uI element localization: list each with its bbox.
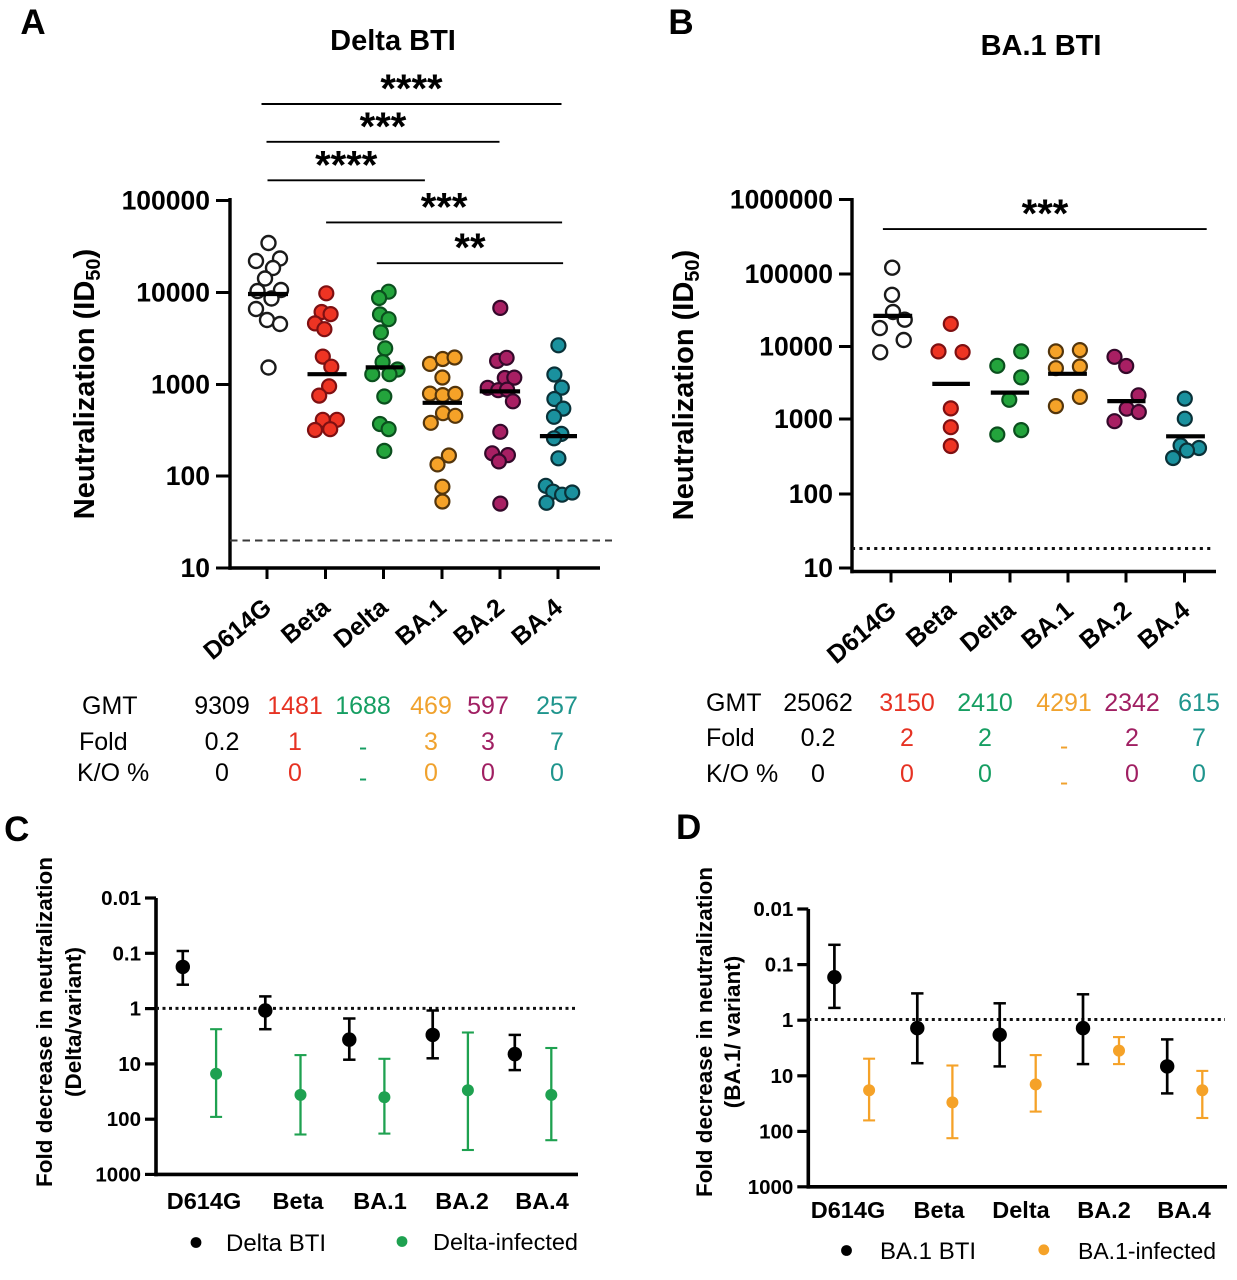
svg-text:****: **** — [315, 143, 378, 187]
svg-text:(BA.1/ variant): (BA.1/ variant) — [720, 956, 745, 1109]
svg-text:BA.4: BA.4 — [515, 1188, 569, 1214]
svg-text:***: *** — [360, 105, 407, 149]
svg-text:Delta BTI: Delta BTI — [226, 1230, 326, 1257]
svg-text:100: 100 — [166, 461, 210, 491]
svg-text:C: C — [4, 810, 29, 849]
svg-text:0: 0 — [1125, 760, 1139, 788]
svg-text:0.01: 0.01 — [753, 898, 793, 921]
svg-text:1: 1 — [288, 728, 302, 756]
svg-text:0.1: 0.1 — [765, 954, 794, 977]
svg-text:-: - — [359, 764, 367, 792]
svg-text:Delta: Delta — [992, 1197, 1050, 1223]
svg-text:1688: 1688 — [335, 692, 391, 720]
svg-text:1000: 1000 — [774, 404, 833, 434]
svg-text:10: 10 — [118, 1053, 141, 1076]
svg-text:10: 10 — [181, 553, 210, 583]
svg-text:K/O %: K/O % — [706, 760, 778, 788]
svg-text:10000: 10000 — [136, 278, 210, 308]
svg-text:Fold decrease in neutralizatio: Fold decrease in neutralization — [32, 857, 57, 1187]
svg-text:0: 0 — [811, 760, 825, 788]
svg-text:7: 7 — [1192, 724, 1206, 752]
svg-text:3150: 3150 — [879, 689, 935, 717]
svg-text:100000: 100000 — [745, 259, 833, 289]
svg-text:Fold: Fold — [79, 728, 128, 756]
svg-text:3: 3 — [424, 728, 438, 756]
svg-text:1000: 1000 — [95, 1163, 141, 1186]
svg-text:2342: 2342 — [1104, 689, 1160, 717]
svg-text:469: 469 — [410, 692, 452, 720]
svg-text:2: 2 — [1125, 724, 1139, 752]
svg-text:BA.1 BTI: BA.1 BTI — [981, 30, 1102, 62]
svg-text:***: *** — [1022, 192, 1069, 236]
svg-text:1000: 1000 — [151, 370, 210, 400]
svg-text:D614G: D614G — [811, 1197, 885, 1223]
svg-text:0: 0 — [288, 759, 302, 787]
svg-text:2410: 2410 — [957, 689, 1013, 717]
svg-text:10000: 10000 — [759, 332, 833, 362]
svg-text:100000: 100000 — [122, 186, 210, 216]
svg-text:1000: 1000 — [748, 1176, 794, 1199]
svg-text:Fold decrease in neutralizatio: Fold decrease in neutralization — [692, 867, 717, 1197]
svg-text:0: 0 — [900, 760, 914, 788]
svg-text:BA.4: BA.4 — [1157, 1197, 1211, 1223]
svg-text:100: 100 — [107, 1108, 141, 1131]
svg-text:0: 0 — [1192, 760, 1206, 788]
svg-text:BA.1: BA.1 — [353, 1188, 407, 1214]
svg-text:A: A — [20, 3, 45, 42]
svg-text:9309: 9309 — [194, 692, 250, 720]
svg-text:Fold: Fold — [706, 724, 755, 752]
svg-text:D: D — [676, 808, 701, 847]
svg-text:Neutralization (ID50): Neutralization (ID50) — [668, 250, 704, 520]
svg-text:****: **** — [380, 67, 443, 111]
svg-text:0: 0 — [215, 759, 229, 787]
svg-text:BA.1-infected: BA.1-infected — [1078, 1238, 1216, 1264]
svg-text:0.1: 0.1 — [113, 942, 142, 965]
svg-text:0: 0 — [550, 759, 564, 787]
svg-text:1: 1 — [130, 998, 141, 1021]
svg-text:0.2: 0.2 — [801, 724, 836, 752]
svg-text:1: 1 — [782, 1009, 793, 1032]
svg-text:1000000: 1000000 — [730, 185, 833, 215]
svg-text:0.01: 0.01 — [101, 887, 141, 910]
svg-text:25062: 25062 — [783, 689, 853, 717]
svg-text:3: 3 — [481, 728, 495, 756]
svg-text:B: B — [668, 3, 693, 42]
svg-text:2: 2 — [900, 724, 914, 752]
svg-text:D614G: D614G — [167, 1188, 241, 1214]
svg-text:7: 7 — [550, 728, 564, 756]
svg-text:BA.2: BA.2 — [1077, 1197, 1131, 1223]
svg-text:0: 0 — [978, 760, 992, 788]
svg-text:597: 597 — [467, 692, 509, 720]
svg-text:2: 2 — [978, 724, 992, 752]
svg-text:0: 0 — [481, 759, 495, 787]
svg-text:(Delta/variant): (Delta/variant) — [61, 947, 86, 1097]
svg-text:BA.1 BTI: BA.1 BTI — [880, 1238, 976, 1265]
svg-text:**: ** — [454, 226, 486, 270]
svg-text:Neutralization (ID50): Neutralization (ID50) — [69, 249, 105, 519]
svg-text:GMT: GMT — [82, 692, 138, 720]
svg-text:257: 257 — [536, 692, 578, 720]
svg-text:100: 100 — [759, 1120, 793, 1143]
svg-text:10: 10 — [804, 553, 833, 583]
svg-text:Beta: Beta — [273, 1188, 325, 1214]
svg-text:100: 100 — [789, 479, 833, 509]
svg-text:GMT: GMT — [706, 689, 762, 717]
svg-text:-: - — [1060, 732, 1068, 760]
svg-text:1481: 1481 — [267, 692, 323, 720]
svg-text:-: - — [1060, 768, 1068, 796]
svg-text:10: 10 — [770, 1065, 793, 1088]
svg-text:Delta-infected: Delta-infected — [433, 1229, 578, 1255]
svg-text:615: 615 — [1178, 689, 1220, 717]
svg-text:***: *** — [421, 185, 468, 229]
svg-text:0.2: 0.2 — [205, 728, 240, 756]
svg-text:4291: 4291 — [1036, 689, 1092, 717]
svg-text:Beta: Beta — [914, 1197, 966, 1223]
svg-text:K/O %: K/O % — [77, 759, 149, 787]
svg-text:0: 0 — [424, 759, 438, 787]
svg-text:BA.2: BA.2 — [435, 1188, 489, 1214]
svg-text:Delta BTI: Delta BTI — [330, 25, 456, 57]
svg-text:-: - — [359, 733, 367, 761]
